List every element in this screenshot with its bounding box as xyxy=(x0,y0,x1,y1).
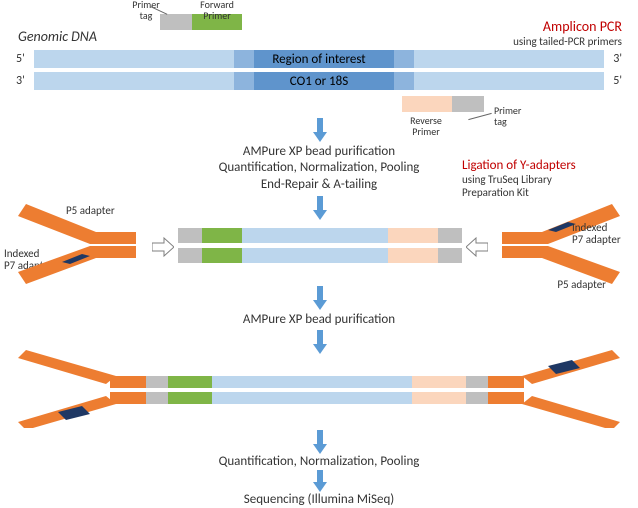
three-prime-right-top: 3' xyxy=(613,52,622,66)
arrow-5 xyxy=(313,430,327,454)
step4-text: Sequencing (Illumina MiSeq) xyxy=(0,492,638,507)
region-of-interest-label: Region of interest xyxy=(272,52,366,67)
amplicon-pcr-title: Amplicon PCR xyxy=(513,18,622,35)
p5-adapter-right-label: P5 adapter xyxy=(557,278,606,291)
outline-arrow-left xyxy=(152,236,174,258)
five-prime-left-top: 5' xyxy=(16,52,25,66)
y-adapter-left xyxy=(18,204,148,284)
outline-arrow-right xyxy=(466,236,488,258)
gene-label: CO1 or 18S xyxy=(290,74,348,89)
yadapters-title: Ligation of Y-adapters xyxy=(462,158,622,173)
indexed-p7-right-label: Indexed P7 adapter xyxy=(572,222,632,246)
primer-tag-label-rev: Primer tag xyxy=(494,106,538,127)
final-product xyxy=(18,350,620,428)
amplicon-pcr-sub: using tailed-PCR primers xyxy=(513,35,622,48)
step2-text: AMPure XP bead purification xyxy=(0,312,638,327)
yadapters-sub: using TruSeq Library Preparation Kit xyxy=(462,173,622,199)
arrow-6 xyxy=(313,470,327,492)
primer-tag-box-rev xyxy=(452,96,484,112)
yadapters-block: Ligation of Y-adapters using TruSeq Libr… xyxy=(462,158,622,199)
genomic-dna-label: Genomic DNA xyxy=(18,28,97,45)
arrow-3 xyxy=(313,286,327,310)
dna-double-strand: Region of interest CO1 or 18S xyxy=(34,50,604,92)
arrow-1 xyxy=(313,118,327,142)
amplicon-pcr-block: Amplicon PCR using tailed-PCR primers xyxy=(513,18,622,48)
reverse-primer-label: Reverse Primer xyxy=(400,116,452,137)
three-prime-left-bot: 3' xyxy=(16,74,25,88)
center-amplicon xyxy=(178,228,462,266)
five-prime-right-bot: 5' xyxy=(613,74,622,88)
forward-primer-label: Forward Primer xyxy=(192,0,242,21)
arrow-2 xyxy=(313,196,327,220)
leader-line-rev xyxy=(468,113,491,120)
reverse-primer-box xyxy=(402,96,452,112)
step3-text: Quantification, Normalization, Pooling xyxy=(0,454,638,469)
